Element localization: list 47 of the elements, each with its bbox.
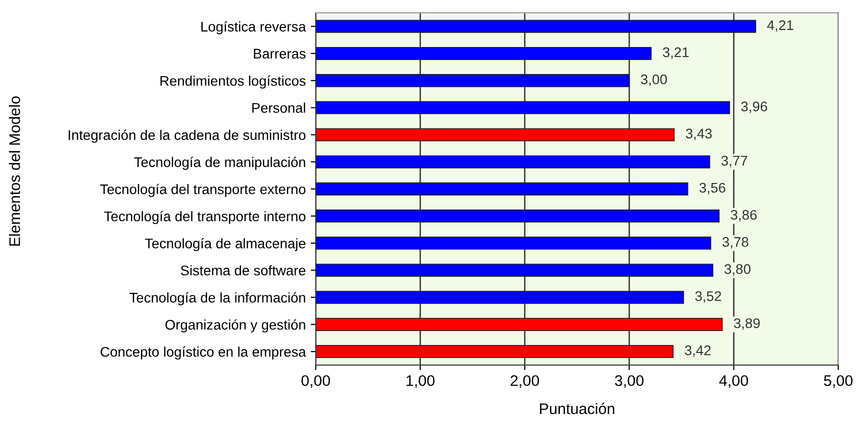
y-tick-label: Logística reversa xyxy=(201,21,306,34)
y-tick-label: Integración de la cadena de suministro xyxy=(68,130,306,143)
bar xyxy=(316,155,710,168)
bar xyxy=(316,236,712,250)
y-tick-label: Rendimientos logísticos xyxy=(160,75,306,89)
y-tick-label: Tecnología de almacenaje xyxy=(144,238,306,252)
y-tick-label: Concepto logístico en la empresa xyxy=(100,346,306,360)
x-axis-title: Puntuación xyxy=(540,402,614,414)
bar xyxy=(316,101,730,114)
data-label: 3,56 xyxy=(699,182,726,194)
x-tick-label: 1,00 xyxy=(406,375,435,388)
y-tick-label: Organización y gestión xyxy=(165,319,306,332)
x-tick-label: 0,00 xyxy=(301,375,330,388)
y-tick-label: Tecnología del transporte interno xyxy=(104,210,306,224)
bar xyxy=(316,318,723,331)
data-label: 3,86 xyxy=(730,210,757,222)
y-tick-label: Tecnología del transporte externo xyxy=(100,184,306,197)
bar xyxy=(316,46,652,60)
bar xyxy=(316,128,675,142)
bar xyxy=(316,264,714,277)
x-tick-label: 2,00 xyxy=(510,375,540,388)
y-tick-label: Sistema de software xyxy=(180,265,306,276)
y-tick-label: Personal xyxy=(252,102,306,113)
y-tick-label: Barreras xyxy=(254,48,306,59)
data-label: 3,96 xyxy=(741,102,768,114)
bar xyxy=(316,182,688,196)
data-label: 3,43 xyxy=(686,128,712,140)
data-label: 3,78 xyxy=(722,237,748,249)
bar xyxy=(316,74,630,88)
bar xyxy=(316,345,674,358)
data-label: 3,77 xyxy=(721,156,748,168)
y-tick-label: Tecnología de manipulación xyxy=(134,156,306,170)
data-label: 3,42 xyxy=(684,345,711,357)
data-label: 3,80 xyxy=(724,264,750,276)
y-axis-title: Elementos del Modelo xyxy=(8,96,20,246)
data-label: 3,52 xyxy=(695,291,722,303)
x-tick-label: 4,00 xyxy=(719,375,748,388)
bar xyxy=(316,290,684,304)
data-label: 3,00 xyxy=(640,74,667,86)
data-label: 3,89 xyxy=(734,318,760,330)
data-label: 4,21 xyxy=(767,20,794,32)
bar xyxy=(316,20,756,33)
x-tick-label: 5,00 xyxy=(824,375,853,388)
bar xyxy=(316,210,720,223)
x-tick-label: 3,00 xyxy=(614,375,644,388)
data-label: 3,21 xyxy=(662,47,689,59)
y-tick-label: Tecnología de la información xyxy=(130,292,306,306)
